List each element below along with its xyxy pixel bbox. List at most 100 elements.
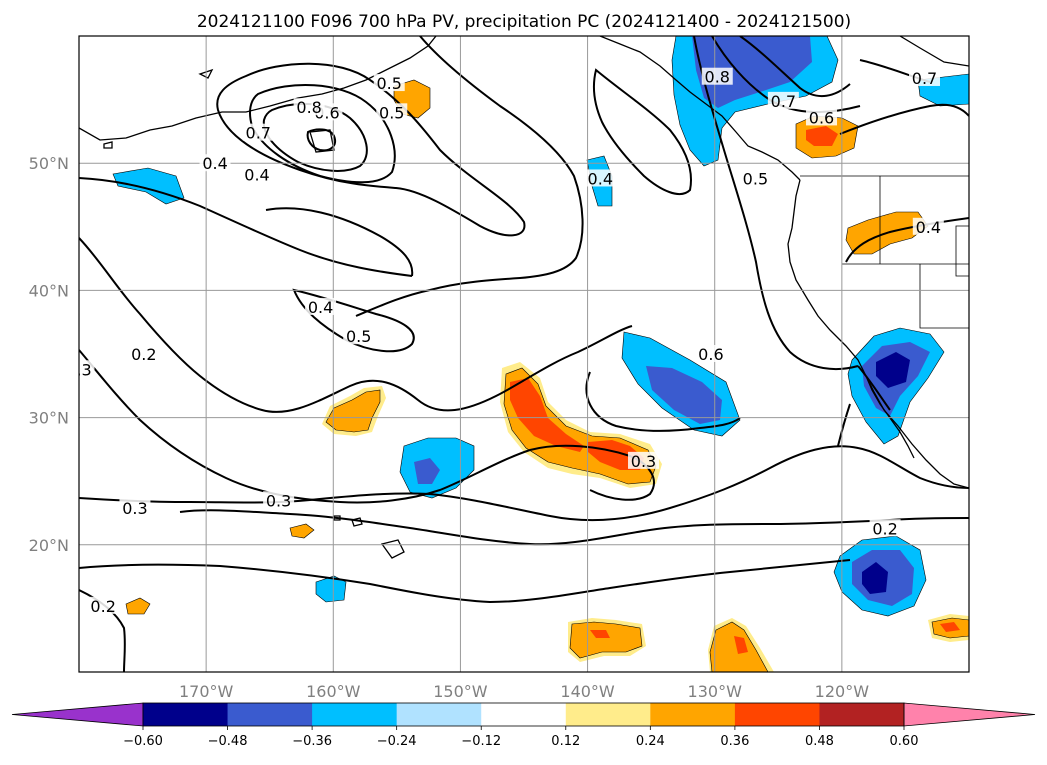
contour-label: 0.3 xyxy=(122,499,147,518)
contour-label: 0.8 xyxy=(705,68,730,87)
colorbar-tick-label: 0.36 xyxy=(720,734,749,749)
colorbar-extend-high xyxy=(903,702,1036,727)
colorbar-tick-label: −0.60 xyxy=(123,734,163,749)
x-tick-label: 140°W xyxy=(560,682,615,701)
colorbar-segment xyxy=(734,703,820,726)
contour-label-bg xyxy=(128,345,160,362)
contour-label-bg xyxy=(241,165,273,183)
contour-label: 0.4 xyxy=(244,166,269,185)
colorbar-segment xyxy=(819,703,905,726)
alaska-panhandle-coast xyxy=(599,36,801,181)
colorbar-tick-label: −0.36 xyxy=(292,734,332,749)
contour-label: 0.5 xyxy=(377,74,402,93)
y-tick-label: 20°N xyxy=(29,536,69,555)
colorbar-extend-low xyxy=(11,702,144,727)
na-west-coast xyxy=(787,179,969,489)
y-tick-label: 40°N xyxy=(29,281,69,300)
x-tick-label: 160°W xyxy=(306,682,361,701)
pv-contour xyxy=(839,103,969,135)
colorbar-segment xyxy=(227,703,313,726)
contour-label-bg xyxy=(87,596,119,614)
x-tick-label: 130°W xyxy=(688,682,743,701)
pv-contour-closed xyxy=(306,128,336,152)
contour-label-bg xyxy=(79,360,95,378)
contour-label: 0.6 xyxy=(698,345,723,364)
contour-label: 0.7 xyxy=(912,69,937,88)
pv-contour xyxy=(79,177,413,277)
political-borders xyxy=(800,175,969,329)
contour-label-bg xyxy=(806,108,838,126)
contour-label-bg xyxy=(199,154,231,172)
contour-label: 0.4 xyxy=(588,169,613,188)
contour-label-bg xyxy=(343,327,375,345)
x-tick-label: 170°W xyxy=(179,682,234,701)
contour-label-bg xyxy=(293,98,325,116)
contour-label-bg xyxy=(373,74,405,92)
pv-contour xyxy=(845,217,969,263)
hudson-coast xyxy=(899,36,969,67)
gridlines xyxy=(79,36,969,672)
x-tick-label: 120°W xyxy=(815,682,870,701)
contour-label-bg xyxy=(767,91,799,109)
contour-label: 0.5 xyxy=(743,169,768,188)
contour-label-bg xyxy=(739,169,771,187)
contour-label: 0.3 xyxy=(66,360,91,379)
contour-label: 0.2 xyxy=(872,519,897,538)
chart-title: 2024121100 F096 700 hPa PV, precipitatio… xyxy=(197,12,851,32)
precipitation-shading xyxy=(112,36,969,672)
contour-label-bg xyxy=(701,67,733,85)
contour-label-bg xyxy=(584,169,616,187)
contour-label-bg xyxy=(909,68,940,86)
contour-label: 0.7 xyxy=(246,124,271,143)
contour-label: 0.4 xyxy=(202,154,227,173)
contour-label: 0.4 xyxy=(308,298,333,317)
contour-label-bg xyxy=(263,491,295,509)
colorbar-frame xyxy=(142,702,905,727)
pv-contour xyxy=(79,237,633,413)
colorbar-tick-label: 0.60 xyxy=(890,734,919,749)
pv-contour xyxy=(739,36,851,98)
colorbar-segment xyxy=(481,703,567,726)
colorbar-segment xyxy=(143,703,229,726)
pv-contour xyxy=(179,509,969,546)
contour-label: 0.2 xyxy=(90,597,115,616)
contour-label-bg xyxy=(305,297,337,315)
contour-label: 0.4 xyxy=(916,218,941,237)
contour-label-bg xyxy=(242,123,274,141)
contour-label-bg xyxy=(695,345,727,362)
colorbar-tick-label: −0.24 xyxy=(377,734,417,749)
contour-label-bg xyxy=(912,217,944,235)
colorbar-tick-label: −0.48 xyxy=(208,734,248,749)
contour-label: 0.5 xyxy=(346,327,371,346)
pv-contour xyxy=(857,365,891,411)
colorbar-segment xyxy=(312,703,398,726)
axis-tick-labels: 170°W 160°W 150°W 140°W 130°W 120°W 20°N 30°N 40… xyxy=(29,154,870,701)
colorbar-segment xyxy=(396,703,482,726)
x-tick-label: 150°W xyxy=(433,682,488,701)
colorbar-segment xyxy=(565,703,651,726)
pv-contours xyxy=(79,36,969,672)
y-tick-label: 30°N xyxy=(29,409,69,428)
contour-label: 0.7 xyxy=(771,92,796,111)
pv-contour xyxy=(79,445,969,522)
alaska-coast xyxy=(79,36,437,141)
contour-label-bg xyxy=(869,519,901,537)
contour-label-bg xyxy=(628,451,660,469)
contour-label: 0.5 xyxy=(379,103,404,122)
pv-contour xyxy=(292,288,415,353)
contour-label-bg xyxy=(119,498,151,516)
pv-contour xyxy=(593,68,692,195)
contour-label: 0.2 xyxy=(131,345,156,364)
contour-label-bg xyxy=(376,103,408,121)
colorbar-tick-label: −0.12 xyxy=(461,734,501,749)
colorbar-segment xyxy=(650,703,736,726)
contour-label: 0.3 xyxy=(266,491,291,510)
pv-contour xyxy=(837,403,851,447)
pv-contour xyxy=(693,36,859,371)
colorbar-tick-label: 0.48 xyxy=(805,734,834,749)
contour-label: 0.6 xyxy=(809,108,834,127)
map-area[interactable]: 0.5 0.6 0.8 0.5 0.7 0.4 0.4 0.4 0.5 0.8 0.7 0.6 0.7 0… xyxy=(64,36,970,672)
colorbar-tick-label: 0.24 xyxy=(636,734,665,749)
